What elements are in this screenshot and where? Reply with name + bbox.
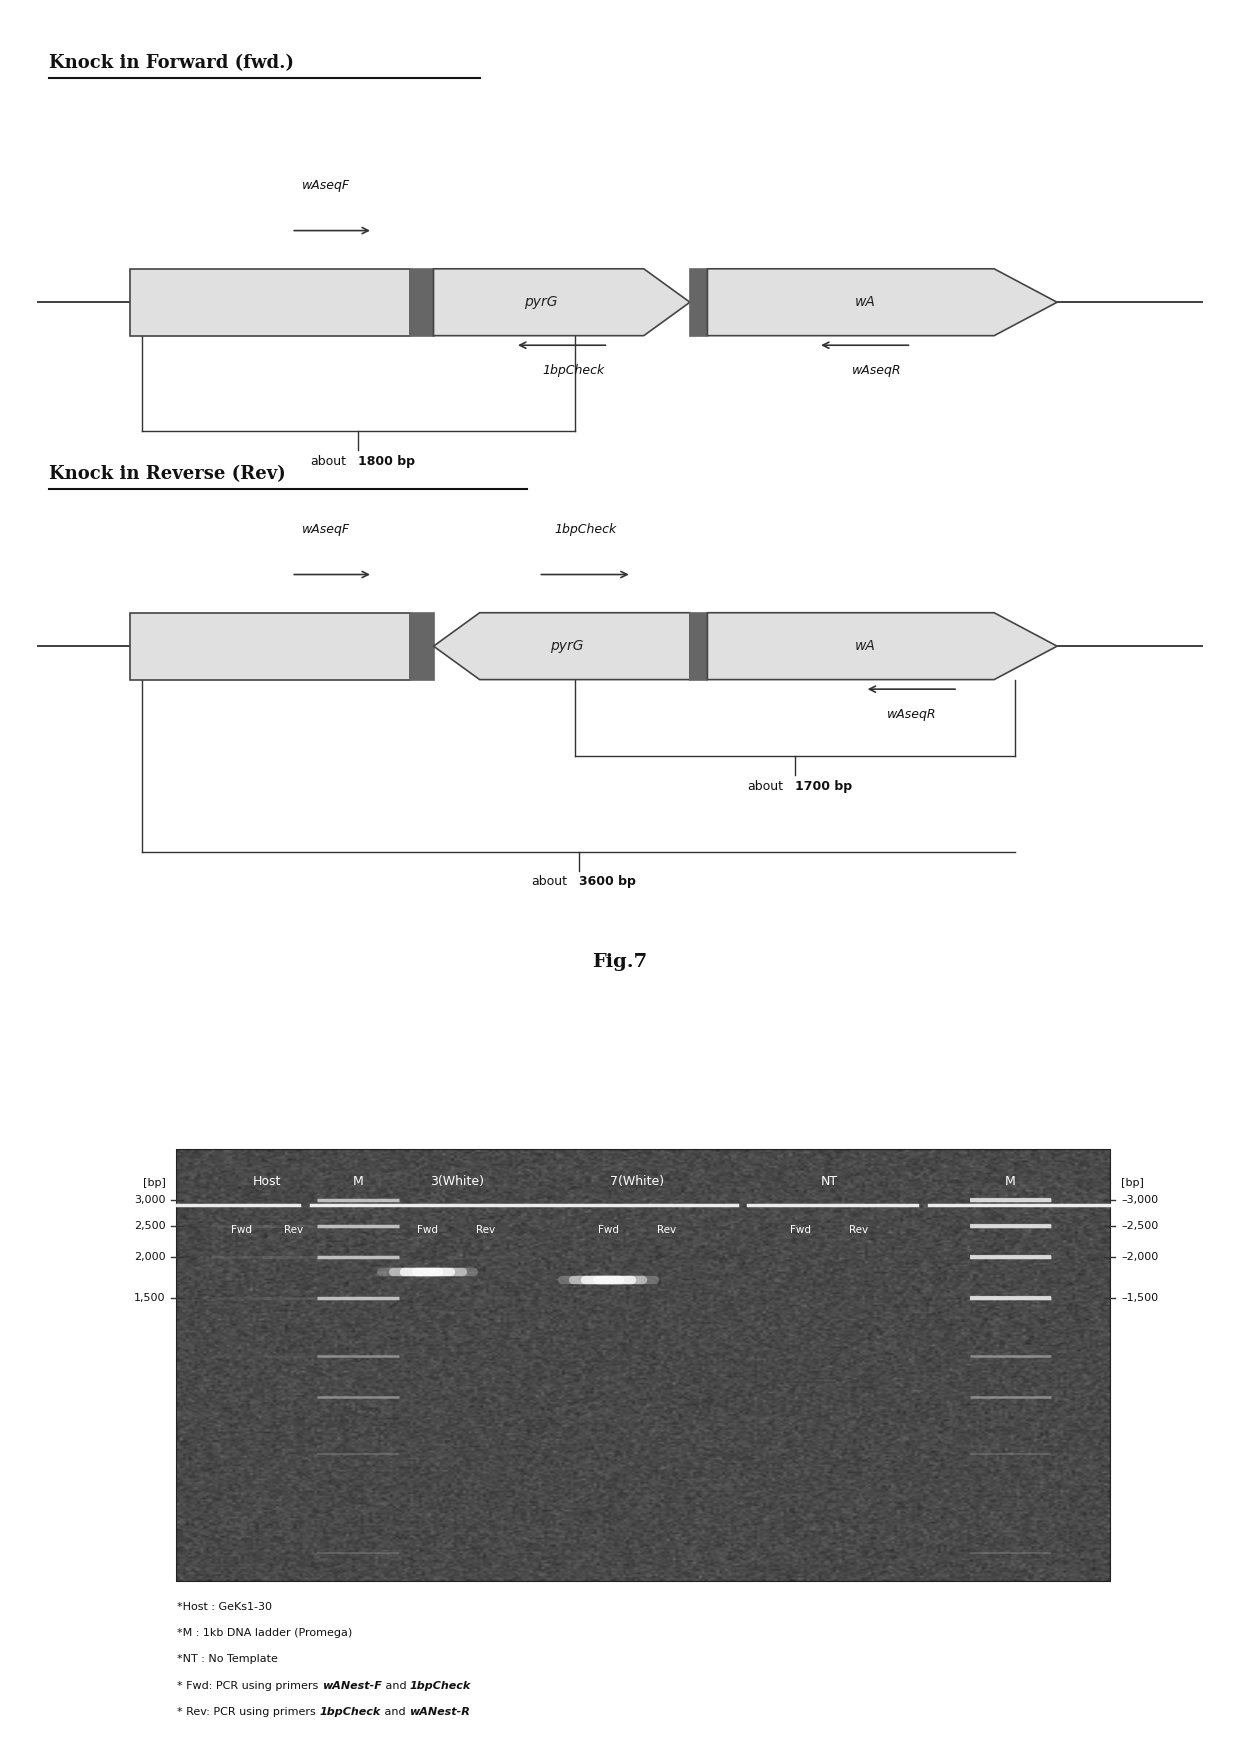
Text: Rev: Rev: [849, 1225, 868, 1235]
Text: wAseqF: wAseqF: [303, 179, 351, 193]
Text: Knock in Forward (fwd.): Knock in Forward (fwd.): [48, 54, 294, 71]
Text: 2,500: 2,500: [134, 1221, 165, 1230]
Text: wA: wA: [854, 639, 875, 653]
Text: Knock in Reverse (Rev): Knock in Reverse (Rev): [48, 464, 285, 483]
Text: 1bpCheck: 1bpCheck: [542, 365, 605, 377]
Text: 1bpCheck: 1bpCheck: [554, 523, 616, 537]
Text: wAseqR: wAseqR: [887, 709, 936, 721]
Text: –2,500: –2,500: [1121, 1221, 1158, 1230]
Text: 3(White): 3(White): [430, 1174, 484, 1188]
Text: wA: wA: [854, 295, 875, 309]
Text: *M : 1kb DNA ladder (Promega): *M : 1kb DNA ladder (Promega): [177, 1628, 352, 1638]
Bar: [689, 269, 707, 335]
Polygon shape: [434, 269, 689, 335]
Text: M: M: [352, 1174, 363, 1188]
Polygon shape: [707, 613, 1056, 679]
Text: wAseqR: wAseqR: [852, 365, 901, 377]
Text: Fig.7: Fig.7: [593, 954, 647, 971]
Bar: [410, 613, 434, 679]
Text: Rev: Rev: [284, 1225, 304, 1235]
Text: about: about: [748, 780, 784, 792]
Text: [bp]: [bp]: [1121, 1178, 1145, 1188]
Bar: [410, 269, 434, 335]
Text: Host: Host: [253, 1174, 281, 1188]
Bar: [177, 1150, 1110, 1581]
Text: pyrG: pyrG: [525, 295, 558, 309]
Text: –1,500: –1,500: [1121, 1292, 1158, 1303]
Text: about: about: [311, 455, 347, 467]
Text: pyrG: pyrG: [551, 639, 584, 653]
Text: NT: NT: [821, 1174, 838, 1188]
Text: 7(White): 7(White): [610, 1174, 665, 1188]
Text: Rev: Rev: [657, 1225, 676, 1235]
Text: 1bpCheck: 1bpCheck: [410, 1681, 471, 1690]
Text: Fwd: Fwd: [231, 1225, 252, 1235]
Text: 2,000: 2,000: [134, 1252, 165, 1263]
Text: Fwd: Fwd: [790, 1225, 811, 1235]
Text: *Host : GeKs1-30: *Host : GeKs1-30: [177, 1602, 272, 1612]
Text: wANest-F: wANest-F: [322, 1681, 382, 1690]
Text: wANest-R: wANest-R: [409, 1707, 470, 1718]
Text: Fwd: Fwd: [598, 1225, 619, 1235]
Text: 3,000: 3,000: [134, 1195, 165, 1204]
Text: *NT : No Template: *NT : No Template: [177, 1654, 278, 1664]
Text: 1700 bp: 1700 bp: [795, 780, 852, 792]
Text: and: and: [382, 1681, 410, 1690]
Text: 1bpCheck: 1bpCheck: [320, 1707, 381, 1718]
Bar: [130, 269, 410, 335]
Polygon shape: [707, 269, 1056, 335]
Text: M: M: [1006, 1174, 1016, 1188]
Text: and: and: [381, 1707, 409, 1718]
Text: Fwd: Fwd: [417, 1225, 438, 1235]
Text: 1800 bp: 1800 bp: [358, 455, 415, 467]
Text: –3,000: –3,000: [1121, 1195, 1158, 1204]
Bar: [689, 613, 707, 679]
Text: * Fwd: PCR using primers: * Fwd: PCR using primers: [177, 1681, 322, 1690]
Text: about: about: [531, 875, 567, 888]
Text: 3600 bp: 3600 bp: [579, 875, 635, 888]
Polygon shape: [434, 613, 689, 679]
Text: 1,500: 1,500: [134, 1292, 165, 1303]
Text: –2,000: –2,000: [1121, 1252, 1158, 1263]
Text: Rev: Rev: [476, 1225, 496, 1235]
Text: * Rev: PCR using primers: * Rev: PCR using primers: [177, 1707, 320, 1718]
Bar: [130, 613, 410, 679]
Text: wAseqF: wAseqF: [303, 523, 351, 537]
Text: [bp]: [bp]: [143, 1178, 165, 1188]
